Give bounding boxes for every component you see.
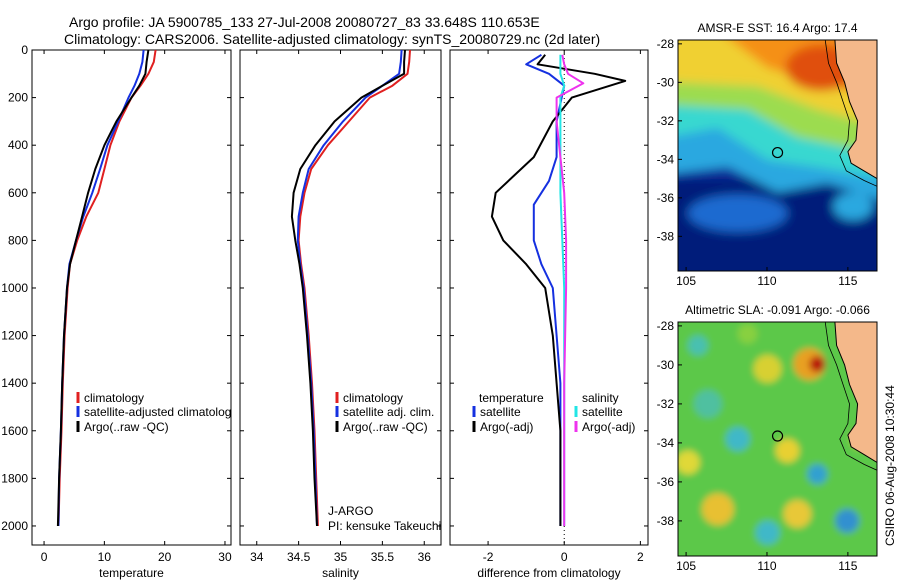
legend-entry: satellite — [582, 405, 623, 419]
sla_map-title: Altimetric SLA: -0.091 Argo: -0.066 — [685, 303, 870, 317]
land-mass — [834, 322, 877, 463]
legend-entry: satellite — [480, 405, 521, 419]
y-tick-label: -36 — [657, 191, 675, 205]
y-tick-label: -32 — [657, 114, 675, 128]
legend-entry: Argo(-adj) — [480, 420, 533, 434]
y-tick-label: 1400 — [1, 376, 28, 390]
difference-x-axis-label: difference from climatology — [477, 566, 620, 580]
y-tick-label: 800 — [8, 233, 28, 247]
figure-title-line2: Climatology: CARS2006. Satellite-adjuste… — [64, 31, 600, 47]
temperature-profile-panel: 0 10 20 30 0 200 400 600 800 1000 1200 1400 1600 1800… — [1, 43, 232, 580]
legend-entry: satellite adj. clim. — [343, 405, 434, 419]
x-tick-label: 30 — [218, 550, 232, 564]
argo-location-marker — [771, 146, 784, 159]
difference-profile-panel: -2 0 2 difference from climatology temperatu… — [449, 49, 649, 580]
series-line-argo-raw-qc — [290, 49, 406, 527]
y-tick-label: 400 — [8, 138, 28, 152]
difference-plot-frame — [449, 49, 649, 546]
x-tick-label: 115 — [838, 274, 857, 288]
legend-header: temperature — [479, 391, 544, 405]
legend-entry: satellite-adjusted climatolog — [84, 405, 231, 419]
y-tick-label: 0 — [21, 43, 28, 57]
sst_map-field — [678, 40, 877, 271]
figure-title-line1: Argo profile: JA 5900785_133 27-Jul-2008… — [69, 14, 540, 30]
x-tick-label: 110 — [757, 274, 776, 288]
x-tick-label: 34.5 — [287, 550, 311, 564]
x-tick-label: 105 — [676, 274, 696, 288]
salinity-profile-panel: 34 34.5 35 35.5 36 salinity climatologysatelli… — [239, 49, 442, 580]
y-tick-label: 1800 — [1, 471, 28, 485]
series-line-argo-adj — [490, 54, 627, 526]
x-tick-label: 20 — [158, 550, 172, 564]
land-mass — [834, 40, 877, 180]
side-caption: CSIRO 06-Aug-2008 10:30:44 — [883, 385, 897, 546]
x-tick-label: 35 — [334, 550, 348, 564]
x-tick-label: 34 — [250, 550, 264, 564]
series-line-satellite — [525, 53, 566, 526]
y-tick-label: 2000 — [1, 519, 28, 533]
x-tick-label: 35.5 — [371, 550, 395, 564]
sst_map-frame — [677, 39, 878, 272]
y-tick-label: -36 — [657, 475, 675, 489]
legend-entry: Argo(..raw -QC) — [84, 420, 169, 434]
argo-location-marker — [771, 430, 784, 442]
sla-map-panel: Altimetric SLA: -0.091 Argo: -0.066 105 11… — [657, 303, 878, 573]
y-tick-label: -28 — [657, 37, 675, 51]
temperature-x-axis-label: temperature — [99, 566, 164, 580]
sla_map-frame — [677, 321, 878, 557]
legend-entry: climatology — [84, 391, 144, 405]
legend-entry: Argo(..raw -QC) — [343, 420, 428, 434]
y-tick-label: 200 — [8, 91, 28, 105]
annotation-text: PI: kensuke Takeuchi — [328, 519, 441, 533]
x-tick-label: 10 — [98, 550, 112, 564]
sst-map-panel: AMSR-E SST: 16.4 Argo: 17.4 105 110 115 -28 -… — [657, 21, 878, 288]
x-tick-label: 0 — [41, 550, 48, 564]
series-line-argo-raw-qc — [56, 49, 150, 527]
y-tick-label: -38 — [657, 514, 675, 528]
y-tick-label: 600 — [8, 186, 28, 200]
y-tick-label: 1600 — [1, 424, 28, 438]
y-tick-label: -30 — [657, 358, 675, 372]
temperature-plot-frame — [31, 49, 232, 546]
annotation-text: J-ARGO — [328, 504, 373, 518]
sla_map-field — [678, 322, 877, 556]
y-tick-label: -28 — [657, 319, 675, 333]
y-tick-label: -32 — [657, 397, 675, 411]
y-tick-label: -38 — [657, 229, 675, 243]
shelf-contour — [824, 322, 877, 471]
salinity-x-axis-label: salinity — [322, 566, 359, 580]
series-line-argo-adj — [555, 54, 585, 526]
y-tick-label: -34 — [657, 436, 675, 450]
legend-entry: climatology — [343, 391, 403, 405]
shelf-contour — [824, 40, 877, 187]
legend-entry: Argo(-adj) — [582, 420, 635, 434]
y-tick-label: 1200 — [1, 329, 28, 343]
x-tick-label: 36 — [418, 550, 432, 564]
legend-header: salinity — [582, 391, 619, 405]
x-tick-label: 115 — [838, 559, 857, 573]
x-tick-label: 2 — [637, 550, 644, 564]
x-tick-label: 105 — [676, 559, 696, 573]
y-tick-label: 1000 — [1, 281, 28, 295]
y-tick-label: -30 — [657, 75, 675, 89]
x-tick-label: -2 — [483, 550, 494, 564]
difference-legend: temperature salinitysatelliteArgo(-adj)sa… — [472, 391, 635, 434]
x-tick-label: 110 — [757, 559, 776, 573]
x-tick-label: 0 — [561, 550, 568, 564]
sst_map-title: AMSR-E SST: 16.4 Argo: 17.4 — [697, 21, 857, 35]
y-tick-label: -34 — [657, 152, 675, 166]
